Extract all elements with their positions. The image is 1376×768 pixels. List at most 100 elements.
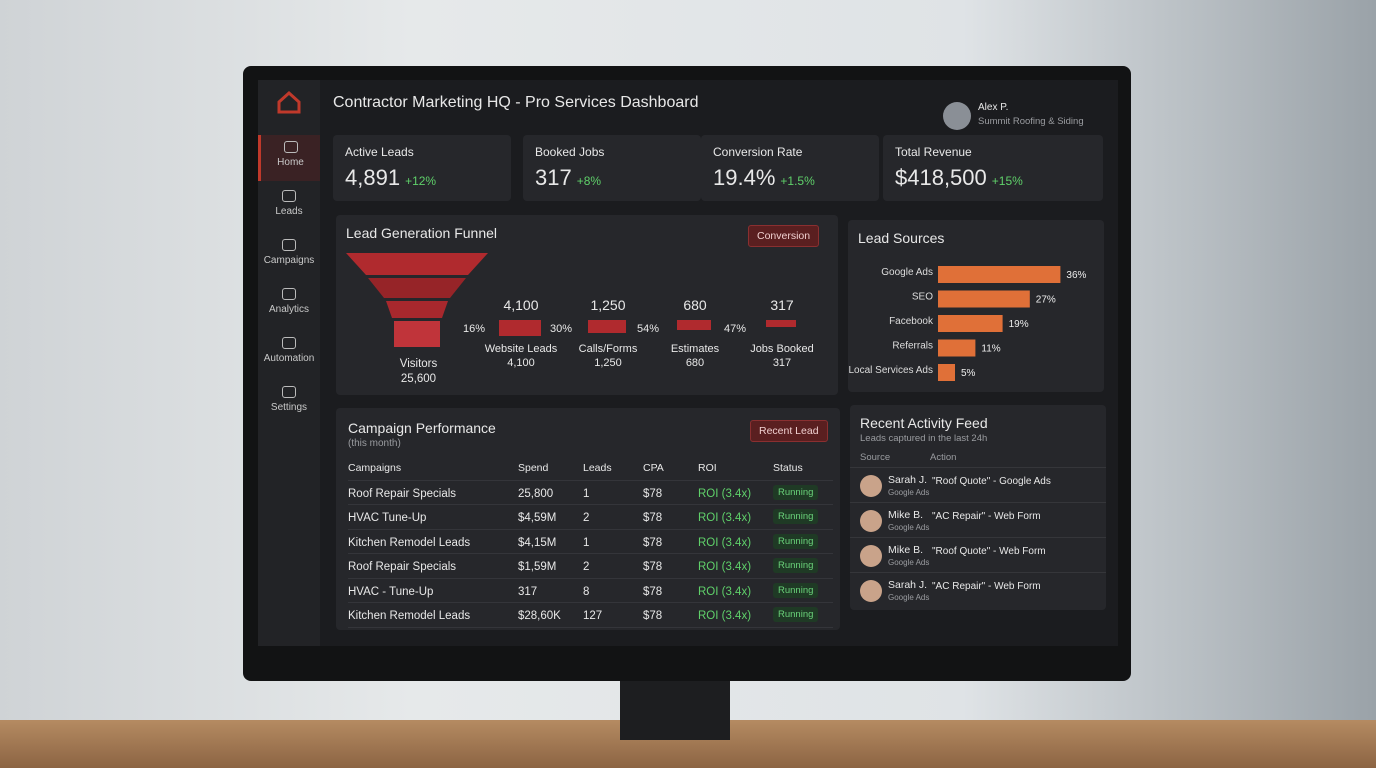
- table-cell: 2: [583, 561, 590, 573]
- status-pill: Running: [773, 582, 819, 598]
- kpi-card: Total Revenue $418,500 +15%: [883, 135, 1103, 201]
- activity-source: Google Ads: [888, 593, 930, 602]
- col-source: Source: [860, 452, 891, 463]
- table-cell: HVAC Tune-Up: [348, 512, 427, 524]
- kpi-value: $418,500: [895, 165, 987, 190]
- kpi-card: Booked Jobs 317 +8%: [523, 135, 701, 201]
- funnel-value: 680: [683, 297, 707, 313]
- logo: [277, 90, 301, 114]
- column-header: Campaigns: [348, 462, 402, 474]
- funnel-label: Calls/Forms: [578, 343, 638, 355]
- kpi-card: Conversion Rate 19.4% +1.5%: [701, 135, 879, 201]
- table-cell: ROI (3.4x): [698, 536, 752, 549]
- kpi-value: 19.4%: [713, 165, 776, 190]
- source-value: 5%: [961, 368, 976, 379]
- kpi-value-row: 4,891 +12%: [345, 165, 436, 191]
- nav-icon: [282, 386, 296, 398]
- nav-label: Campaigns: [263, 255, 315, 266]
- recent-lead-button[interactable]: Recent Lead: [750, 420, 828, 442]
- screen: Home Leads Campaigns Analytics Automation Set…: [258, 80, 1118, 646]
- nav-label: Settings: [270, 402, 308, 413]
- kpi-label: Booked Jobs: [535, 145, 605, 159]
- kpi-card: Active Leads 4,891 +12%: [333, 135, 511, 201]
- avatar[interactable]: [943, 102, 971, 130]
- nav-item[interactable]: Leads: [258, 184, 320, 230]
- nav-item[interactable]: Analytics: [258, 282, 320, 328]
- nav-label: Leads: [275, 206, 303, 217]
- funnel-bar: [588, 320, 626, 333]
- source-value: 19%: [1009, 319, 1029, 330]
- nav-item[interactable]: Campaigns: [258, 233, 320, 279]
- table-cell: $78: [643, 610, 663, 622]
- source-label: Google Ads: [881, 267, 933, 278]
- funnel-sub: 1,250: [594, 357, 622, 369]
- activity-item[interactable]: Sarah J. Google Ads "Roof Quote" - Google …: [850, 467, 1106, 502]
- source-label: SEO: [912, 292, 933, 303]
- kpi-value-row: 19.4% +1.5%: [713, 165, 815, 191]
- nav-icon: [282, 288, 296, 300]
- table-row: Roof Repair Specials 25,800 1 $78 ROI (3.4x)…: [348, 481, 833, 505]
- funnel-value: 317: [770, 297, 794, 313]
- nav-label: Home: [277, 157, 304, 168]
- activity-avatar: [860, 545, 882, 567]
- table-cell: 8: [583, 585, 590, 598]
- table-cell: ROI (3.4x): [698, 610, 752, 622]
- activity-name: Mike B.: [888, 509, 924, 521]
- funnel-bar: [766, 320, 796, 327]
- table-row: HVAC - Tune-Up 317 8 $78 ROI (3.4x) Running: [348, 579, 833, 603]
- funnel-value: 1,250: [590, 297, 626, 313]
- nav-icon: [282, 190, 296, 202]
- column-header: ROI: [698, 462, 717, 474]
- table-cell: $28,60K: [518, 610, 561, 622]
- status-pill: Running: [773, 607, 819, 622]
- company: Summit Roofing & Siding: [978, 116, 1084, 127]
- kpi-value-row: $418,500 +15%: [895, 165, 1023, 191]
- nav-item[interactable]: Automation: [258, 331, 320, 377]
- table-cell: ROI (3.4x): [698, 585, 752, 598]
- lead-sources-title: Lead Sources: [858, 230, 945, 246]
- table-cell: 317: [518, 585, 538, 598]
- table-cell: Roof Repair Specials: [348, 487, 457, 500]
- kpi-change: +8%: [576, 174, 602, 188]
- table-cell: $78: [643, 536, 663, 549]
- activity-source: Google Ads: [888, 488, 930, 497]
- kpi-label: Conversion Rate: [713, 145, 803, 159]
- lead-sources-chart: Google Ads 36% SEO 27% Facebook 19% Referrals 1…: [849, 266, 1087, 381]
- table-row: Roof Repair Specials $1,59M 2 $78 ROI (3.4x)…: [348, 554, 833, 579]
- table-cell: $1,59M: [518, 561, 557, 573]
- funnel-sub: 4,100: [507, 357, 535, 369]
- nav-icon: [282, 337, 296, 349]
- status-pill: Running: [773, 533, 819, 549]
- source-bar: [938, 364, 955, 381]
- nav-item[interactable]: Home: [258, 135, 320, 181]
- conversion-button[interactable]: Conversion: [748, 225, 820, 247]
- column-header: Spend: [518, 462, 549, 474]
- source-bar: [938, 266, 1061, 283]
- activity-item[interactable]: Sarah J. Google Ads "AC Repair" - Web Form: [850, 572, 1106, 607]
- column-header: Status: [773, 462, 803, 474]
- nav-item[interactable]: Settings: [258, 380, 320, 426]
- activity-name: Sarah J.: [888, 474, 928, 486]
- kpi-value: 317: [535, 165, 572, 190]
- funnel-rate: 16%: [463, 323, 486, 335]
- source-label: Referrals: [892, 341, 933, 352]
- visitors-label: Visitors: [399, 358, 438, 370]
- activity-avatar: [860, 475, 882, 497]
- user-name: Alex P.: [978, 102, 1009, 113]
- nav-icon: [282, 239, 296, 251]
- activity-action: "AC Repair" - Web Form: [932, 511, 1041, 522]
- table-cell: ROI (3.4x): [698, 512, 752, 524]
- table-cell: $78: [643, 487, 663, 500]
- activity-avatar: [860, 580, 882, 602]
- table-cell: HVAC - Tune-Up: [348, 585, 434, 598]
- source-label: Facebook: [889, 316, 934, 327]
- table-cell: 127: [583, 610, 603, 622]
- column-header: CPA: [643, 462, 664, 474]
- table-cell: ROI (3.4x): [698, 487, 752, 500]
- source-bar: [938, 290, 1030, 308]
- funnel-rate: 54%: [637, 323, 660, 335]
- activity-item[interactable]: Mike B. Google Ads "AC Repair" - Web Form: [850, 502, 1106, 537]
- funnel-rate: 47%: [724, 323, 747, 335]
- activity-item[interactable]: Mike B. Google Ads "Roof Quote" - Web Form: [850, 537, 1106, 572]
